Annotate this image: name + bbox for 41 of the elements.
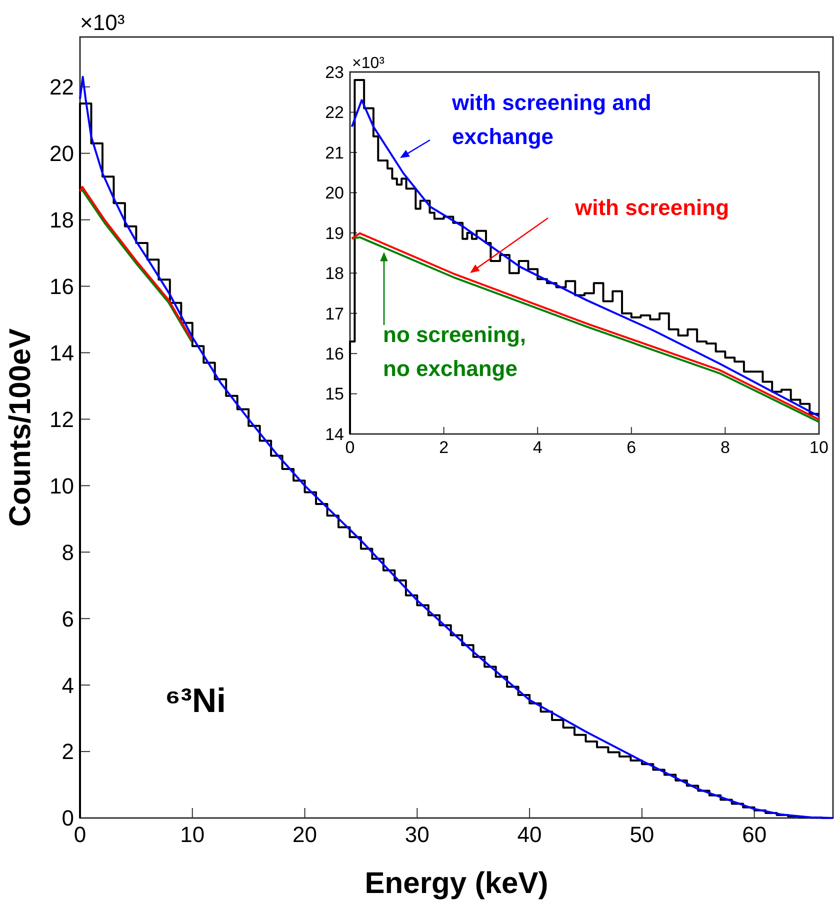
x-tick-label: 4: [532, 438, 542, 457]
annotation: ×10³: [352, 55, 386, 72]
annotation: ⁶³Ni: [165, 682, 226, 720]
y-tick-label: 6: [62, 606, 74, 632]
y-tick-label: 22: [325, 103, 344, 122]
y-tick-label: 16: [325, 344, 344, 364]
y-tick-label: 2: [62, 739, 74, 764]
text: with screening: [574, 195, 730, 220]
y-tick-label: 22: [50, 74, 74, 100]
series-label: no screening, no exchange: [383, 322, 526, 381]
x-tick-label: 10: [810, 438, 828, 457]
y-tick-label: 14: [50, 340, 74, 366]
y-tick-label: 20: [50, 141, 74, 166]
y-tick-label: 12: [50, 406, 74, 432]
x-tick-label: 6: [626, 438, 636, 457]
y-tick-label: 18: [50, 207, 74, 232]
text: with screening and exchange: [451, 90, 652, 149]
y-tick-label: 15: [325, 384, 344, 404]
y-tick-label: 19: [325, 224, 344, 243]
y-tick-label: 8: [62, 540, 74, 565]
text: ×10³: [80, 10, 125, 35]
x-axis-title: Energy (keV): [364, 867, 548, 900]
y-tick-label: 21: [325, 143, 344, 162]
x-tick-label: 40: [517, 822, 542, 847]
y-tick-label: 14: [325, 424, 344, 444]
x-tick-label: 30: [404, 822, 430, 847]
y-tick-label: 17: [325, 304, 344, 324]
x-tick-label: 20: [292, 822, 318, 847]
x-tick-label: 10: [180, 822, 205, 847]
y-tick-label: 10: [50, 473, 74, 498]
x-tick-label: 60: [742, 822, 767, 847]
x-tick-label: 8: [720, 438, 730, 457]
y-tick-label: 0: [62, 806, 74, 831]
y-axis-title: Counts/100eV: [4, 328, 37, 527]
x-tick-label: 50: [630, 822, 654, 847]
y-tick-label: 4: [62, 672, 74, 698]
y-tick-label: 16: [50, 274, 74, 299]
y-tick-label: 23: [325, 62, 344, 82]
y-tick-label: 20: [325, 184, 344, 203]
x-tick-label: 2: [439, 438, 449, 457]
y-tick-label: 18: [325, 264, 344, 284]
